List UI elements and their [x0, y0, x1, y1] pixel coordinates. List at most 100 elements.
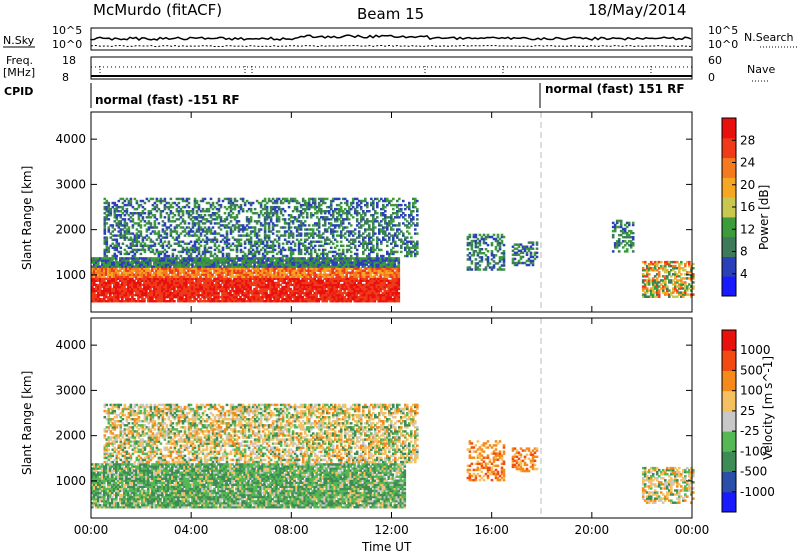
echo-cell — [195, 267, 198, 270]
echo-cell — [151, 267, 154, 270]
echo-cell — [171, 298, 174, 301]
echo-cell — [259, 300, 262, 303]
echo-cell — [183, 300, 186, 303]
echo-cell — [175, 238, 179, 241]
echo-cell — [121, 295, 124, 299]
echo-cell — [91, 295, 94, 299]
echo-cell — [237, 263, 240, 266]
echo-cell — [95, 279, 98, 283]
echo-cell — [125, 236, 129, 239]
echo-cell — [265, 267, 268, 270]
echo-cell — [271, 283, 274, 287]
echo-cell — [287, 281, 290, 285]
echo-cell — [313, 275, 316, 279]
nsearch-trace — [90, 44, 692, 48]
echo-cell — [243, 201, 247, 205]
echo-cell — [165, 259, 168, 262]
echo-cell — [105, 289, 108, 293]
echo-cell — [103, 224, 107, 227]
echo-cell — [277, 267, 280, 270]
echo-cell — [109, 295, 112, 299]
echo-cell — [257, 252, 261, 256]
date-title: 18/May/2014 — [588, 1, 686, 19]
echo-cell — [249, 259, 252, 262]
echo-cell — [370, 197, 373, 201]
echo-cell — [375, 289, 379, 293]
echo-cell — [295, 271, 298, 274]
echo-cell — [375, 291, 379, 295]
echo-cell — [249, 201, 253, 205]
echo-cell — [177, 269, 180, 272]
echo-cell — [353, 273, 356, 276]
echo-cell — [125, 298, 128, 301]
echo-cell — [237, 212, 241, 215]
echo-cell — [231, 261, 234, 264]
echo-cell — [279, 287, 282, 291]
echo-cell — [376, 236, 379, 239]
echo-cell — [127, 271, 130, 274]
echo-cell — [245, 259, 248, 262]
echo-cell — [241, 285, 244, 289]
echo-cell — [211, 285, 214, 289]
echo-cell — [227, 226, 231, 229]
echo-cell — [201, 267, 204, 270]
echo-cell — [395, 275, 399, 279]
echo-cell — [269, 275, 272, 279]
echo-cell — [143, 257, 146, 260]
echo-cell — [317, 222, 321, 225]
echo-cell — [347, 300, 350, 303]
echo-cell — [299, 234, 303, 237]
echo-cell — [97, 275, 100, 279]
echo-cell — [157, 236, 161, 239]
echo-cell — [103, 265, 106, 268]
echo-cell — [177, 224, 181, 227]
echo-cell — [235, 254, 239, 258]
echo-cell — [149, 263, 152, 266]
echo-cell — [137, 265, 140, 268]
echo-cell — [287, 277, 290, 281]
echo-cell — [167, 281, 170, 285]
echo-cell — [223, 285, 226, 289]
echo-cell — [243, 259, 246, 262]
echo-cell — [263, 271, 266, 274]
echo-cell — [175, 289, 178, 293]
echo-cell — [323, 240, 327, 243]
echo-cell — [257, 220, 261, 223]
echo-cell — [163, 273, 166, 276]
echo-cell — [173, 283, 176, 287]
echo-cell — [335, 273, 338, 276]
echo-cell — [107, 275, 110, 279]
echo-cell — [133, 269, 136, 272]
echo-cell — [293, 283, 296, 287]
echo-cell — [257, 244, 261, 248]
echo-cell — [377, 281, 381, 285]
echo-cell — [127, 267, 130, 270]
echo-cell — [275, 291, 278, 295]
echo-cell — [209, 203, 213, 207]
echo-cell — [175, 283, 178, 287]
echo-cell — [203, 250, 207, 254]
echo-cell — [191, 269, 194, 272]
echo-cell — [187, 250, 191, 254]
echo-cell — [153, 295, 156, 299]
echo-cell — [155, 295, 158, 299]
echo-cell — [355, 269, 358, 272]
echo-cell — [91, 289, 94, 293]
echo-cell — [133, 257, 136, 260]
echo-cell — [173, 287, 176, 291]
echo-cell — [287, 298, 290, 301]
cpid-right-text: normal (fast) 151 RF — [545, 82, 685, 96]
echo-cell — [163, 240, 167, 243]
echo-cell — [193, 271, 196, 274]
echo-cell — [241, 250, 245, 254]
echo-cell — [291, 220, 295, 223]
echo-cell — [139, 265, 142, 268]
echo-cell — [367, 295, 371, 299]
echo-cell — [181, 271, 184, 274]
echo-cell — [197, 265, 200, 268]
echo-cell — [391, 281, 395, 285]
echo-cell — [169, 300, 172, 303]
echo-cell — [249, 281, 252, 285]
echo-cell — [119, 277, 122, 281]
echo-cell — [243, 293, 246, 297]
